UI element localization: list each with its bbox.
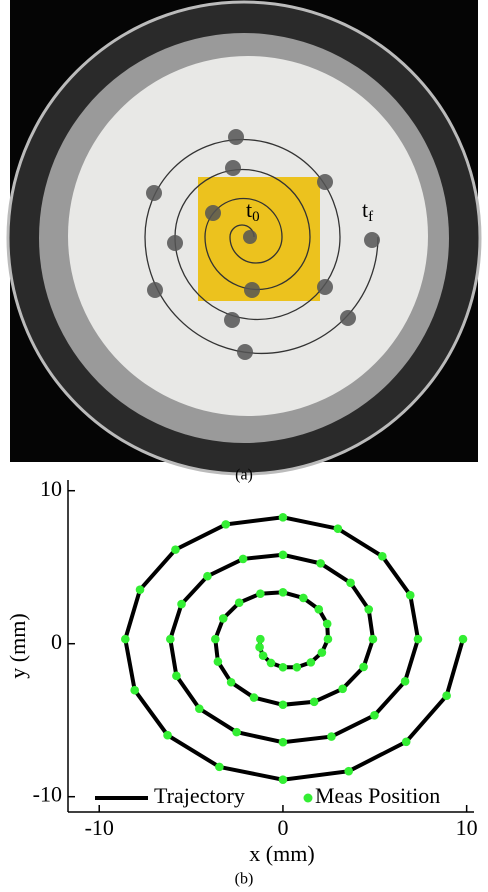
meas-point [279, 775, 288, 784]
meas-point [442, 691, 451, 700]
meas-point [414, 635, 423, 644]
meas-point [323, 620, 332, 629]
meas-point [121, 635, 130, 644]
meas-point [370, 711, 379, 720]
meas-point [227, 678, 236, 687]
meas-point [334, 524, 343, 533]
meas-point [316, 559, 325, 568]
meas-point [299, 594, 308, 603]
meas-point [378, 552, 387, 561]
meas-point [293, 663, 302, 672]
meas-point [195, 704, 204, 713]
meas-point [459, 635, 468, 644]
meas-point [256, 635, 265, 644]
meas-point [359, 663, 368, 672]
meas-point [327, 732, 336, 741]
meas-point [235, 598, 244, 607]
meas-point [344, 767, 353, 776]
meas-point [279, 663, 288, 672]
meas-point [314, 605, 323, 614]
meas-point [402, 737, 411, 746]
meas-point [279, 738, 288, 747]
meas-point [338, 685, 347, 694]
meas-point [172, 672, 181, 681]
meas-point [163, 731, 172, 740]
x-axis-label: x (mm) [249, 841, 314, 866]
meas-point [255, 643, 264, 652]
meas-point [256, 589, 265, 598]
caption-a: (a) [235, 467, 253, 484]
meas-point [215, 763, 224, 772]
meas-point [171, 545, 180, 554]
legend-label: Meas Position [315, 783, 440, 808]
meas-point [219, 614, 228, 623]
meas-point [214, 657, 223, 666]
x-tick-label: 10 [456, 815, 478, 840]
meas-point [310, 698, 319, 707]
legend-label: Trajectory [154, 783, 245, 808]
meas-point [250, 693, 259, 702]
meas-point [279, 513, 288, 522]
y-axis-label: y (mm) [5, 613, 30, 678]
meas-point [279, 588, 288, 597]
meas-point [130, 686, 139, 695]
meas-point [307, 658, 316, 667]
meas-point [318, 648, 327, 657]
meas-point [364, 605, 373, 614]
meas-point [259, 651, 268, 660]
meas-point [232, 728, 241, 737]
meas-point [177, 600, 186, 609]
meas-point [346, 579, 355, 588]
y-tick-label: 10 [40, 476, 62, 501]
meas-point [166, 635, 175, 644]
meas-point [211, 635, 220, 644]
meas-point [279, 700, 288, 709]
legend-dot [304, 794, 313, 803]
x-tick-label: -10 [85, 815, 114, 840]
meas-point [401, 677, 410, 686]
meas-point [406, 591, 415, 600]
meas-point [136, 585, 145, 594]
trajectory-line [125, 517, 463, 779]
meas-point [203, 572, 212, 581]
meas-point [369, 635, 378, 644]
y-tick-label: -10 [33, 782, 62, 807]
meas-point [222, 520, 231, 529]
x-tick-label: 0 [277, 815, 288, 840]
photo: t0 tf [8, 0, 480, 474]
meas-point [267, 659, 276, 668]
meas-point [239, 555, 248, 564]
y-tick-label: 0 [51, 629, 62, 654]
caption-b: (b) [235, 871, 254, 888]
meas-point [324, 635, 333, 644]
meas-point [279, 551, 288, 560]
figure: t0 tf (a) (b) x (mm) y (mm) -10 0 10 -10 0 10… [0, 0, 488, 892]
yellow-square [198, 177, 320, 301]
